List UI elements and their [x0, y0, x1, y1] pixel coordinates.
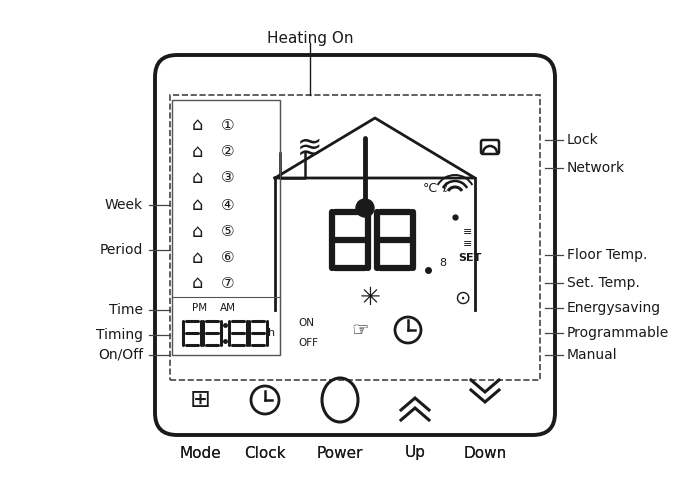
Text: On/Off: On/Off: [98, 348, 143, 362]
Circle shape: [356, 199, 374, 217]
Text: AM: AM: [220, 303, 236, 313]
Text: ②: ②: [221, 144, 235, 159]
Text: h: h: [268, 328, 276, 338]
Text: ⌂: ⌂: [191, 196, 203, 214]
Bar: [170, 95, 540, 380]
Text: Network: Network: [567, 161, 625, 175]
Text: Down: Down: [464, 445, 507, 460]
Text: ④: ④: [221, 197, 235, 213]
Text: Up: Up: [404, 445, 425, 460]
Text: ≡
≡: ≡ ≡: [463, 227, 472, 249]
Text: ⌂: ⌂: [191, 116, 203, 134]
Text: ✳: ✳: [359, 286, 381, 310]
Text: Power: Power: [317, 445, 363, 460]
Text: Programmable: Programmable: [567, 326, 669, 340]
Text: PM: PM: [193, 303, 208, 313]
Text: ⌂: ⌂: [191, 169, 203, 187]
Text: ⌂: ⌂: [191, 274, 203, 292]
Text: ℓ: ℓ: [442, 181, 448, 194]
Text: ON: ON: [298, 318, 314, 328]
Bar: [172, 100, 280, 355]
Text: Power: Power: [317, 445, 363, 460]
Text: ≋: ≋: [297, 133, 323, 163]
Text: Clock: Clock: [244, 445, 286, 460]
FancyBboxPatch shape: [481, 140, 499, 154]
Text: ①: ①: [221, 118, 235, 132]
Text: OFF: OFF: [298, 338, 318, 348]
Text: ⌂: ⌂: [191, 249, 203, 267]
Text: Period: Period: [100, 243, 143, 257]
Text: Clock: Clock: [244, 445, 286, 460]
Text: ☞: ☞: [351, 321, 369, 339]
FancyBboxPatch shape: [155, 55, 555, 435]
Text: ⌂: ⌂: [191, 143, 203, 161]
Text: SET: SET: [458, 253, 482, 263]
Text: Mode: Mode: [179, 445, 221, 460]
Text: ⊙: ⊙: [454, 288, 470, 308]
Text: Mode: Mode: [179, 445, 221, 460]
Text: Week: Week: [105, 198, 143, 212]
Text: ⌂: ⌂: [191, 223, 203, 241]
Text: Time: Time: [109, 303, 143, 317]
Text: Lock: Lock: [567, 133, 599, 147]
Text: Manual: Manual: [567, 348, 617, 362]
Text: Down: Down: [464, 445, 507, 460]
Text: Floor Temp.: Floor Temp.: [567, 248, 647, 262]
Text: Timing: Timing: [96, 328, 143, 342]
Text: ③: ③: [221, 170, 235, 185]
Text: ⑦: ⑦: [221, 276, 235, 290]
Text: ⊞: ⊞: [189, 388, 210, 412]
Text: °C: °C: [423, 181, 437, 194]
Text: Set. Temp.: Set. Temp.: [567, 276, 640, 290]
Text: Heating On: Heating On: [267, 31, 353, 46]
Text: Energysaving: Energysaving: [567, 301, 661, 315]
Text: Up: Up: [404, 445, 425, 460]
Text: ⑤: ⑤: [221, 225, 235, 240]
Text: ⑥: ⑥: [221, 251, 235, 265]
Text: 8: 8: [439, 258, 447, 268]
